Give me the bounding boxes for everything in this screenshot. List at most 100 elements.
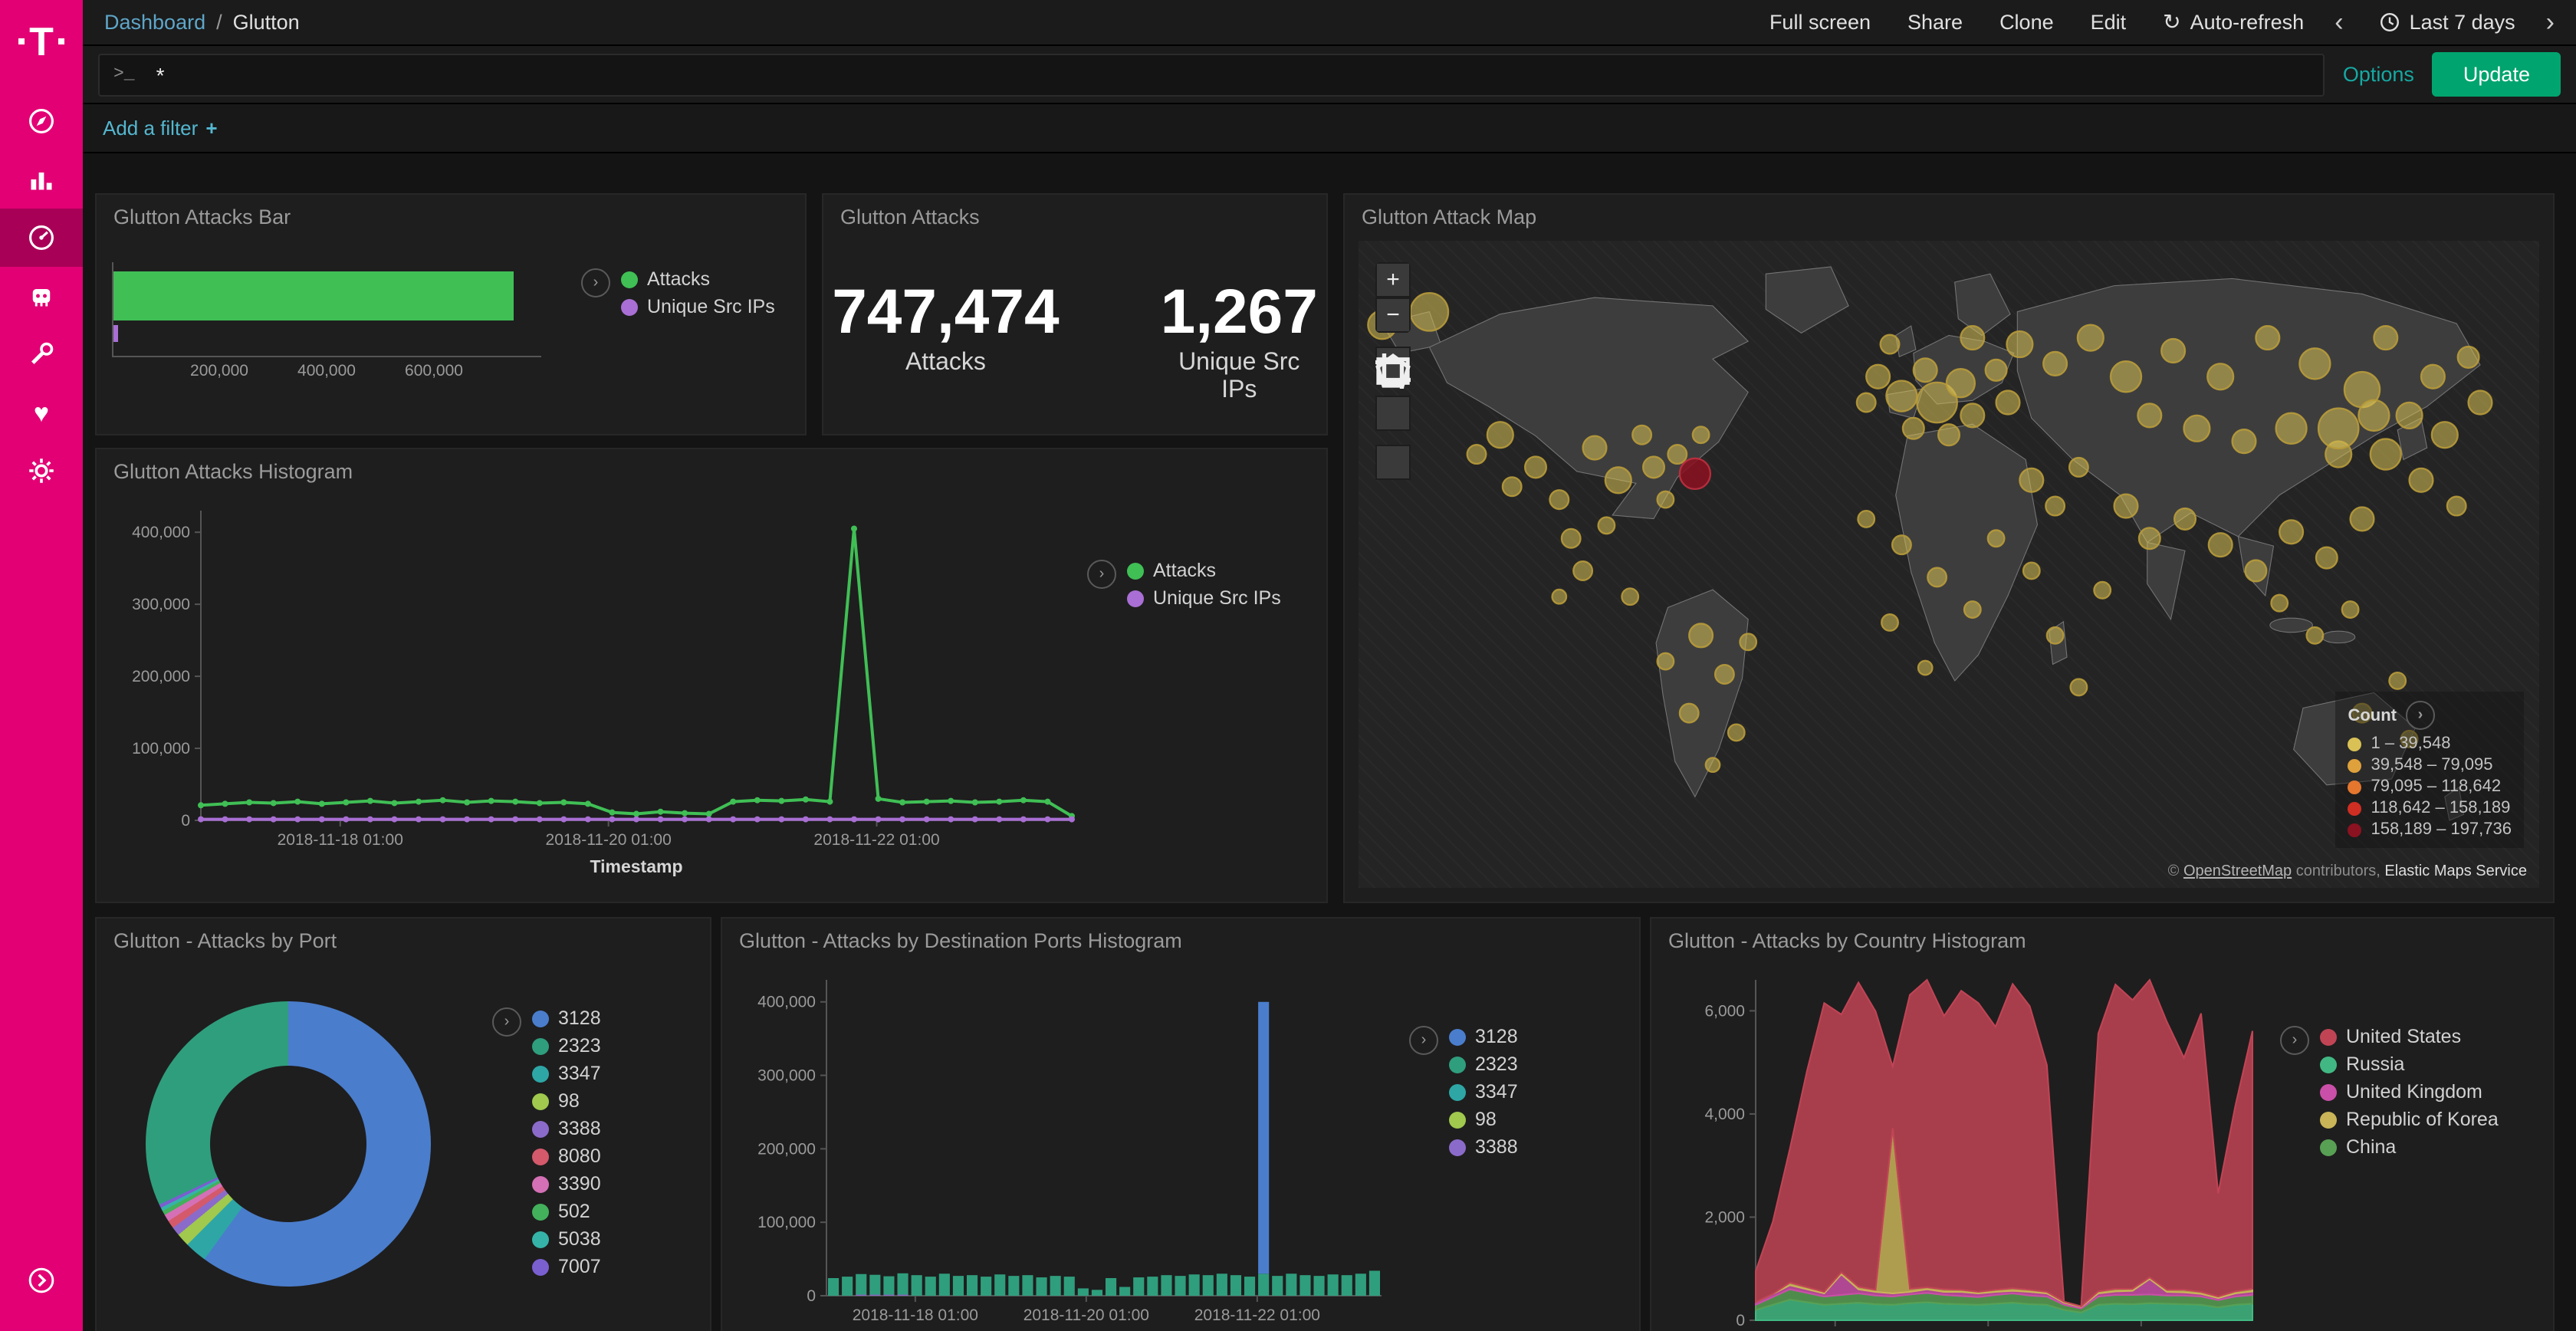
map-point[interactable] — [1927, 568, 1947, 587]
stacked-bar-segment[interactable] — [1008, 1276, 1019, 1296]
map-point[interactable] — [2318, 409, 2358, 449]
map-point[interactable] — [2256, 326, 2279, 350]
map-point[interactable] — [2397, 403, 2423, 429]
data-point[interactable] — [924, 799, 930, 805]
clone-button[interactable]: Clone — [1999, 11, 2054, 34]
stacked-bar-segment[interactable] — [939, 1273, 950, 1296]
data-point[interactable] — [633, 811, 639, 817]
map-point[interactable] — [1467, 445, 1487, 464]
data-point[interactable] — [851, 525, 857, 531]
map-point[interactable] — [2233, 429, 2256, 453]
data-point[interactable] — [537, 817, 543, 823]
stacked-bar-segment[interactable] — [1078, 1288, 1089, 1296]
map-point[interactable] — [1549, 490, 1569, 509]
destination-ports-chart[interactable]: 0100,000200,000300,000400,0002018-11-18 … — [738, 961, 1397, 1331]
map-point[interactable] — [2374, 326, 2397, 350]
legend-item[interactable]: 502 — [532, 1201, 601, 1222]
query-options-link[interactable]: Options — [2343, 63, 2414, 86]
map-point[interactable] — [2307, 627, 2324, 644]
data-point[interactable] — [512, 799, 518, 805]
map-point[interactable] — [2139, 527, 2160, 549]
stacked-bar-segment[interactable] — [1203, 1275, 1214, 1296]
data-point[interactable] — [778, 817, 784, 823]
stacked-bar-segment[interactable] — [1272, 1276, 1283, 1296]
data-point[interactable] — [609, 817, 615, 823]
map-point[interactable] — [2458, 347, 2479, 368]
collapse-nav-button[interactable] — [0, 1251, 83, 1310]
data-point[interactable] — [609, 810, 615, 816]
stacked-bar-segment[interactable] — [953, 1276, 964, 1296]
map-point[interactable] — [2389, 672, 2406, 689]
data-point[interactable] — [996, 817, 1002, 823]
legend-item[interactable]: 3347 — [1449, 1081, 1518, 1103]
data-point[interactable] — [826, 799, 833, 805]
data-point[interactable] — [730, 817, 736, 823]
data-point[interactable] — [730, 799, 736, 805]
data-point[interactable] — [343, 800, 349, 806]
legend-item[interactable]: 3347 — [532, 1063, 601, 1084]
data-point[interactable] — [319, 800, 325, 807]
data-point[interactable] — [706, 817, 712, 823]
map-point[interactable] — [2351, 507, 2374, 531]
map-point[interactable] — [2023, 563, 2040, 580]
data-point[interactable] — [246, 800, 252, 806]
stacked-bar-segment[interactable] — [856, 1295, 866, 1296]
attacks-histogram-chart[interactable]: 0100,000200,000300,000400,0002018-11-18 … — [112, 492, 1087, 888]
map-point[interactable] — [1988, 530, 2005, 547]
legend-item[interactable]: Attacks — [621, 268, 775, 290]
map-point[interactable] — [2078, 325, 2104, 351]
stacked-bar-segment[interactable] — [1355, 1273, 1366, 1296]
map-point[interactable] — [1857, 393, 1876, 412]
stacked-bar-segment[interactable] — [1175, 1276, 1185, 1296]
stacked-bar-segment[interactable] — [897, 1295, 908, 1296]
stacked-bar-segment[interactable] — [1230, 1275, 1241, 1296]
map-point[interactable] — [1918, 661, 1932, 675]
stacked-bar-segment[interactable] — [981, 1277, 991, 1296]
data-point[interactable] — [948, 817, 954, 823]
map-point[interactable] — [1605, 467, 1631, 493]
stacked-bar-segment[interactable] — [1147, 1277, 1158, 1296]
stacked-bar-segment[interactable] — [1244, 1277, 1255, 1296]
legend-item[interactable]: 2323 — [532, 1035, 601, 1057]
stacked-bar-segment[interactable] — [925, 1277, 936, 1296]
data-point[interactable] — [343, 817, 349, 823]
data-point[interactable] — [1044, 817, 1050, 823]
rectangle-tool-button[interactable] — [1375, 445, 1411, 480]
stacked-bar-segment[interactable] — [1313, 1276, 1324, 1296]
legend-item[interactable]: 3390 — [532, 1173, 601, 1195]
map-legend-item[interactable]: 79,095 – 118,642 — [2348, 777, 2512, 796]
map-point[interactable] — [2371, 439, 2401, 469]
map-point[interactable] — [2358, 400, 2389, 431]
data-point[interactable] — [585, 817, 591, 823]
bar-attacks[interactable] — [113, 271, 513, 320]
legend-toggle-icon[interactable]: › — [2406, 701, 2435, 730]
series-line[interactable] — [201, 528, 1072, 816]
data-point[interactable] — [560, 817, 567, 823]
query-input[interactable] — [153, 61, 2309, 88]
map-point[interactable] — [2246, 560, 2267, 582]
add-filter-link[interactable]: Add a filter+ — [103, 117, 218, 140]
legend-toggle-icon[interactable]: › — [1087, 560, 1116, 589]
map-point[interactable] — [2183, 416, 2210, 442]
stacked-bar-segment[interactable] — [1258, 1002, 1269, 1274]
stacked-bar-segment[interactable] — [912, 1275, 922, 1296]
map-point[interactable] — [2279, 520, 2303, 544]
data-point[interactable] — [464, 817, 470, 823]
map-point[interactable] — [1866, 365, 1890, 389]
map-point[interactable] — [1632, 426, 1651, 445]
data-point[interactable] — [246, 817, 252, 823]
legend-toggle-icon[interactable]: › — [581, 268, 610, 297]
data-point[interactable] — [1069, 817, 1075, 823]
stacked-bar-segment[interactable] — [1022, 1275, 1033, 1296]
data-point[interactable] — [440, 817, 446, 823]
data-point[interactable] — [682, 810, 688, 817]
map-point[interactable] — [1503, 477, 1522, 496]
bar-unique-src-ips[interactable] — [113, 325, 119, 342]
stacked-bar-segment[interactable] — [869, 1295, 880, 1296]
legend-item[interactable]: 7007 — [532, 1256, 601, 1277]
map-point[interactable] — [2111, 361, 2141, 392]
map-point[interactable] — [1914, 358, 1937, 382]
sidebar-item-monitoring[interactable]: ♥ — [0, 383, 83, 442]
legend-item[interactable]: 3388 — [532, 1118, 601, 1139]
map-point[interactable] — [2207, 363, 2233, 389]
